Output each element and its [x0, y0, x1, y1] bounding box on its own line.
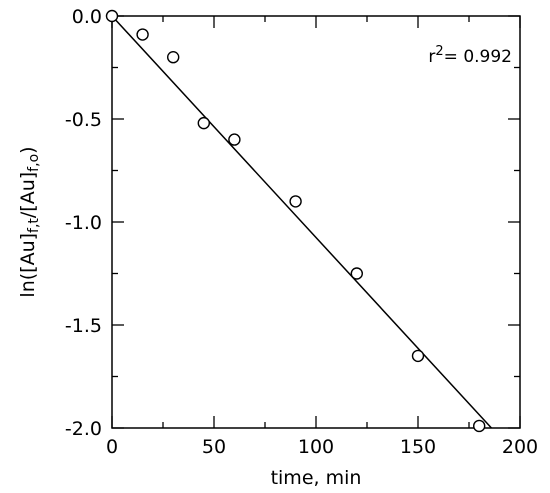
data-points [105, 9, 486, 433]
y-tick-label: -1.5 [65, 315, 102, 337]
r-squared-annotation: r2= 0.992 [428, 44, 512, 67]
y-tick-label: -0.5 [65, 109, 102, 131]
data-point [136, 28, 149, 41]
data-point [105, 9, 119, 23]
plot-frame [111, 15, 521, 429]
y-tick-label: -2.0 [65, 418, 102, 440]
y-tick-label: -1.0 [65, 212, 102, 234]
x-tick-label: 150 [400, 436, 436, 458]
data-point [197, 116, 211, 130]
x-tick-label: 50 [202, 436, 226, 458]
data-point [289, 195, 302, 208]
data-point [350, 267, 363, 280]
data-point [166, 51, 180, 64]
x-tick-label: 100 [298, 436, 334, 458]
x-axis-title: time, min [271, 467, 362, 489]
fit-line [111, 15, 492, 429]
y-axis-title: ln([Au]f,t/[Au]f,o) [17, 146, 42, 297]
tick-labels: 0 50 100 150 200 0.0 -0.5 -1.0 -1.5 -2.0 [65, 6, 538, 458]
x-tick-label: 200 [502, 436, 538, 458]
data-point [411, 349, 425, 363]
fit-line-group [111, 15, 492, 429]
data-point [473, 419, 486, 433]
data-point [228, 133, 241, 146]
y-tick-label: 0.0 [72, 6, 102, 28]
ticks [111, 15, 521, 429]
x-tick-label: 0 [106, 436, 118, 458]
